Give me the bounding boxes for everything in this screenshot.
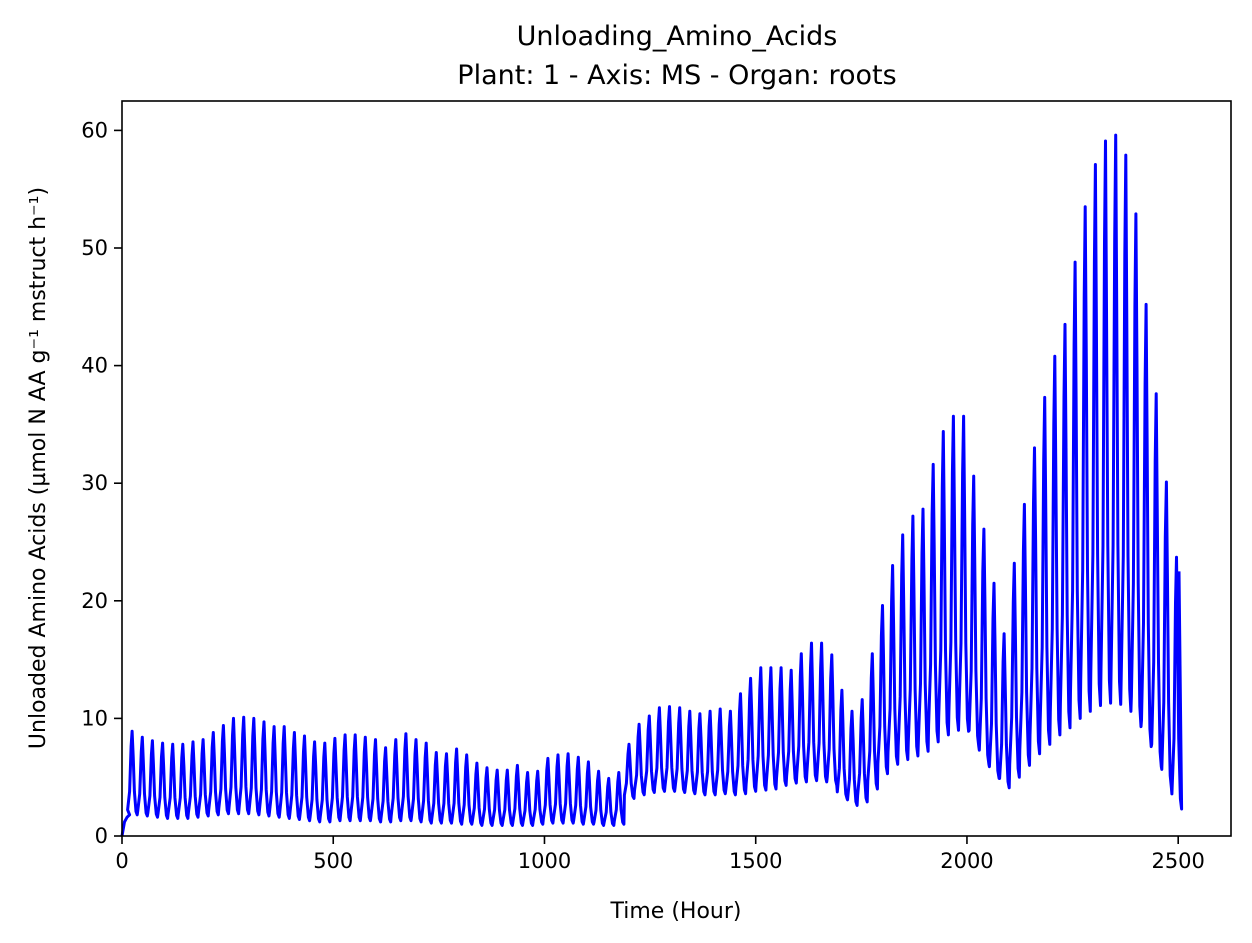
x-tick-label: 1500 <box>729 849 782 873</box>
x-axis-label: Time (Hour) <box>610 899 742 924</box>
y-tick-label: 40 <box>81 354 108 378</box>
y-tick-label: 60 <box>81 118 108 142</box>
y-tick-label: 50 <box>81 236 108 260</box>
chart-title: Unloading_Amino_Acids <box>517 21 838 52</box>
x-tick-label: 1000 <box>518 849 571 873</box>
x-tick-label: 0 <box>115 849 128 873</box>
x-tick-label: 2500 <box>1151 849 1204 873</box>
y-tick-label: 30 <box>81 471 108 495</box>
y-tick-label: 20 <box>81 589 108 613</box>
plot-frame <box>121 100 1232 837</box>
series-line <box>120 133 1184 837</box>
y-tick-label: 10 <box>81 706 108 730</box>
chart-subtitle: Plant: 1 - Axis: MS - Organ: roots <box>457 60 896 91</box>
y-axis-label: Unloaded Amino Acids (µmol N AA g⁻¹ mstr… <box>26 187 51 749</box>
y-tick-label: 0 <box>95 824 108 848</box>
x-axis: 0 500 1000 1500 2000 2500 <box>115 836 1205 873</box>
x-tick-label: 500 <box>313 849 353 873</box>
x-tick-label: 2000 <box>940 849 993 873</box>
y-axis: 0 10 20 30 40 50 60 <box>81 118 122 848</box>
